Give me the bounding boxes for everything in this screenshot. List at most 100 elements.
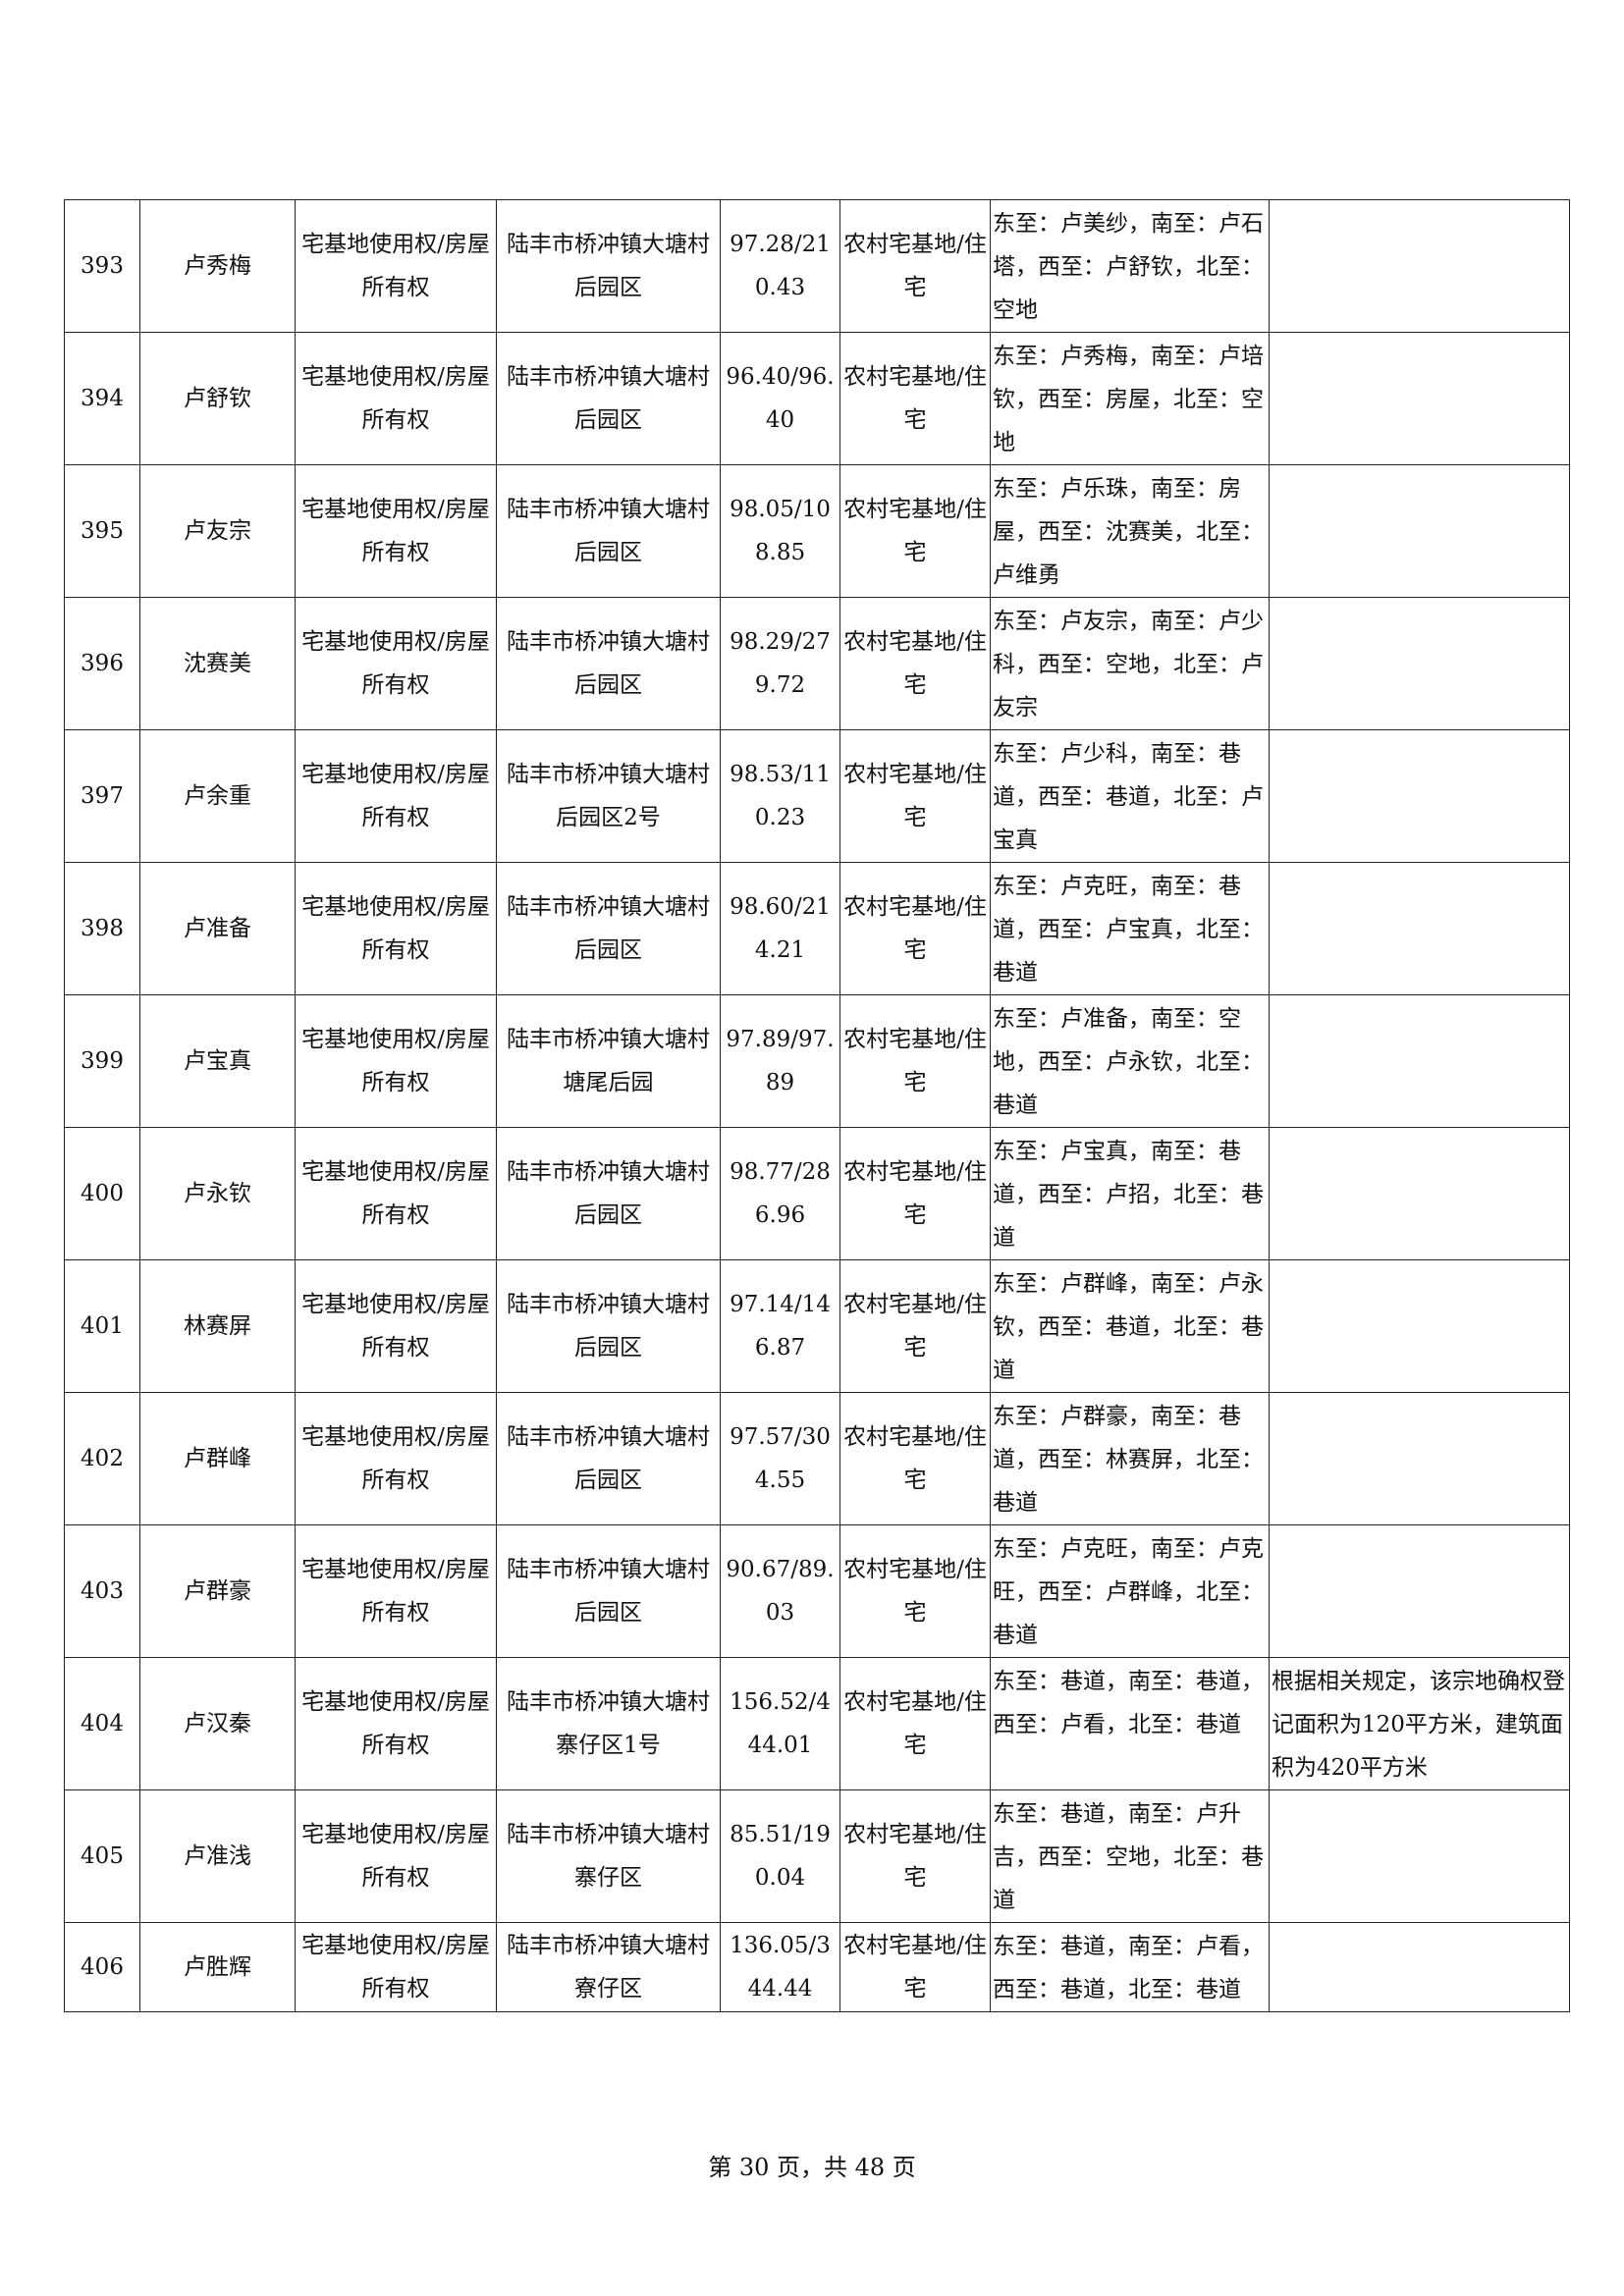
land-usage-cell: 农村宅基地/住宅 [839, 1657, 991, 1790]
owner-name-cell: 沈赛美 [139, 597, 296, 730]
land-usage-cell: 农村宅基地/住宅 [839, 994, 991, 1128]
land-usage-cell: 农村宅基地/住宅 [839, 332, 991, 465]
location-cell: 陆丰市桥冲镇大塘村后园区2号 [496, 729, 721, 863]
page-footer: 第 30 页，共 48 页 [708, 2154, 916, 2181]
table-row: 405 卢准浅 宅基地使用权/房屋所有权 陆丰市桥冲镇大塘村寨仔区 85.51/190.… [64, 1789, 1570, 1923]
location-cell: 陆丰市桥冲镇大塘村后园区 [496, 332, 721, 465]
boundaries-cell: 东至：卢克旺，南至：巷道，西至：卢宝真，北至：巷道 [990, 862, 1270, 995]
area-cell: 90.67/89.03 [720, 1524, 840, 1658]
land-usage-cell: 农村宅基地/住宅 [839, 862, 991, 995]
table-row: 403 卢群豪 宅基地使用权/房屋所有权 陆丰市桥冲镇大塘村后园区 90.67/89.0… [64, 1524, 1570, 1658]
record-number-cell: 394 [64, 332, 140, 465]
right-type-cell: 宅基地使用权/房屋所有权 [295, 729, 497, 863]
boundaries-cell: 东至：卢群峰，南至：卢永钦，西至：巷道，北至：巷道 [990, 1259, 1270, 1393]
owner-name-cell: 卢永钦 [139, 1127, 296, 1260]
owner-name-cell: 卢友宗 [139, 464, 296, 598]
boundaries-cell: 东至：卢秀梅，南至：卢培钦，西至：房屋，北至：空地 [990, 332, 1270, 465]
area-cell: 97.28/210.43 [720, 199, 840, 333]
remark-cell [1269, 332, 1570, 465]
remark-cell [1269, 1259, 1570, 1393]
land-usage-cell: 农村宅基地/住宅 [839, 1922, 991, 2012]
location-cell: 陆丰市桥冲镇大塘村后园区 [496, 1524, 721, 1658]
table-row: 393 卢秀梅 宅基地使用权/房屋所有权 陆丰市桥冲镇大塘村后园区 97.28/210.… [64, 199, 1570, 333]
right-type-cell: 宅基地使用权/房屋所有权 [295, 1922, 497, 2012]
land-usage-cell: 农村宅基地/住宅 [839, 597, 991, 730]
record-number-cell: 396 [64, 597, 140, 730]
boundaries-cell: 东至：卢宝真，南至：巷道，西至：卢招，北至：巷道 [990, 1127, 1270, 1260]
right-type-cell: 宅基地使用权/房屋所有权 [295, 597, 497, 730]
right-type-cell: 宅基地使用权/房屋所有权 [295, 1789, 497, 1923]
area-cell: 136.05/344.44 [720, 1922, 840, 2012]
land-usage-cell: 农村宅基地/住宅 [839, 1789, 991, 1923]
boundaries-cell: 东至：卢克旺，南至：卢克旺，西至：卢群峰，北至：巷道 [990, 1524, 1270, 1658]
location-cell: 陆丰市桥冲镇大塘村后园区 [496, 597, 721, 730]
remark-cell [1269, 862, 1570, 995]
land-usage-cell: 农村宅基地/住宅 [839, 199, 991, 333]
record-number-cell: 405 [64, 1789, 140, 1923]
area-cell: 98.29/279.72 [720, 597, 840, 730]
boundaries-cell: 东至：卢友宗，南至：卢少科，西至：空地，北至：卢友宗 [990, 597, 1270, 730]
record-number-cell: 401 [64, 1259, 140, 1393]
boundaries-cell: 东至：卢群豪，南至：巷道，西至：林赛屏，北至：巷道 [990, 1392, 1270, 1525]
owner-name-cell: 卢宝真 [139, 994, 296, 1128]
land-usage-cell: 农村宅基地/住宅 [839, 464, 991, 598]
remark-cell [1269, 994, 1570, 1128]
remark-cell [1269, 1789, 1570, 1923]
record-number-cell: 403 [64, 1524, 140, 1658]
table-row: 396 沈赛美 宅基地使用权/房屋所有权 陆丰市桥冲镇大塘村后园区 98.29/279.… [64, 597, 1570, 730]
remark-cell: 根据相关规定，该宗地确权登记面积为120平方米，建筑面积为420平方米 [1269, 1657, 1570, 1790]
location-cell: 陆丰市桥冲镇大塘村后园区 [496, 464, 721, 598]
remark-cell [1269, 729, 1570, 863]
boundaries-cell: 东至：巷道，南至：巷道，西至：卢看，北至：巷道 [990, 1657, 1270, 1790]
right-type-cell: 宅基地使用权/房屋所有权 [295, 1657, 497, 1790]
location-cell: 陆丰市桥冲镇大塘村寮仔区 [496, 1922, 721, 2012]
owner-name-cell: 卢准浅 [139, 1789, 296, 1923]
area-cell: 97.89/97.89 [720, 994, 840, 1128]
area-cell: 98.77/286.96 [720, 1127, 840, 1260]
table-row: 395 卢友宗 宅基地使用权/房屋所有权 陆丰市桥冲镇大塘村后园区 98.05/108.… [64, 464, 1570, 598]
land-usage-cell: 农村宅基地/住宅 [839, 729, 991, 863]
remark-cell [1269, 1392, 1570, 1525]
table-row: 399 卢宝真 宅基地使用权/房屋所有权 陆丰市桥冲镇大塘村塘尾后园 97.89/97.… [64, 994, 1570, 1128]
remark-cell [1269, 199, 1570, 333]
boundaries-cell: 东至：巷道，南至：卢升吉，西至：空地，北至：巷道 [990, 1789, 1270, 1923]
location-cell: 陆丰市桥冲镇大塘村寨仔区 [496, 1789, 721, 1923]
land-usage-cell: 农村宅基地/住宅 [839, 1524, 991, 1658]
record-number-cell: 399 [64, 994, 140, 1128]
owner-name-cell: 卢群峰 [139, 1392, 296, 1525]
boundaries-cell: 东至：卢少科，南至：巷道，西至：巷道，北至：卢宝真 [990, 729, 1270, 863]
table-row: 398 卢准备 宅基地使用权/房屋所有权 陆丰市桥冲镇大塘村后园区 98.60/214.… [64, 862, 1570, 995]
right-type-cell: 宅基地使用权/房屋所有权 [295, 1259, 497, 1393]
table-row: 402 卢群峰 宅基地使用权/房屋所有权 陆丰市桥冲镇大塘村后园区 97.57/304.… [64, 1392, 1570, 1525]
right-type-cell: 宅基地使用权/房屋所有权 [295, 994, 497, 1128]
remark-cell [1269, 597, 1570, 730]
right-type-cell: 宅基地使用权/房屋所有权 [295, 199, 497, 333]
location-cell: 陆丰市桥冲镇大塘村后园区 [496, 1392, 721, 1525]
property-registry-table: 393 卢秀梅 宅基地使用权/房屋所有权 陆丰市桥冲镇大塘村后园区 97.28/210.… [64, 199, 1570, 2012]
area-cell: 98.53/110.23 [720, 729, 840, 863]
boundaries-cell: 东至：巷道，南至：卢看，西至：巷道，北至：巷道 [990, 1922, 1270, 2012]
owner-name-cell: 卢余重 [139, 729, 296, 863]
remark-cell [1269, 464, 1570, 598]
boundaries-cell: 东至：卢乐珠，南至：房屋，西至：沈赛美，北至：卢维勇 [990, 464, 1270, 598]
right-type-cell: 宅基地使用权/房屋所有权 [295, 464, 497, 598]
boundaries-cell: 东至：卢准备，南至：空地，西至：卢永钦，北至：巷道 [990, 994, 1270, 1128]
boundaries-cell: 东至：卢美纱，南至：卢石塔，西至：卢舒钦，北至：空地 [990, 199, 1270, 333]
remark-cell [1269, 1922, 1570, 2012]
area-cell: 97.14/146.87 [720, 1259, 840, 1393]
right-type-cell: 宅基地使用权/房屋所有权 [295, 1524, 497, 1658]
right-type-cell: 宅基地使用权/房屋所有权 [295, 332, 497, 465]
remark-cell [1269, 1524, 1570, 1658]
location-cell: 陆丰市桥冲镇大塘村塘尾后园 [496, 994, 721, 1128]
location-cell: 陆丰市桥冲镇大塘村后园区 [496, 1127, 721, 1260]
record-number-cell: 406 [64, 1922, 140, 2012]
owner-name-cell: 卢准备 [139, 862, 296, 995]
record-number-cell: 397 [64, 729, 140, 863]
land-usage-cell: 农村宅基地/住宅 [839, 1392, 991, 1525]
area-cell: 156.52/444.01 [720, 1657, 840, 1790]
record-number-cell: 398 [64, 862, 140, 995]
location-cell: 陆丰市桥冲镇大塘村后园区 [496, 862, 721, 995]
table-row: 397 卢余重 宅基地使用权/房屋所有权 陆丰市桥冲镇大塘村后园区2号 98.53/11… [64, 729, 1570, 863]
record-number-cell: 402 [64, 1392, 140, 1525]
owner-name-cell: 卢舒钦 [139, 332, 296, 465]
